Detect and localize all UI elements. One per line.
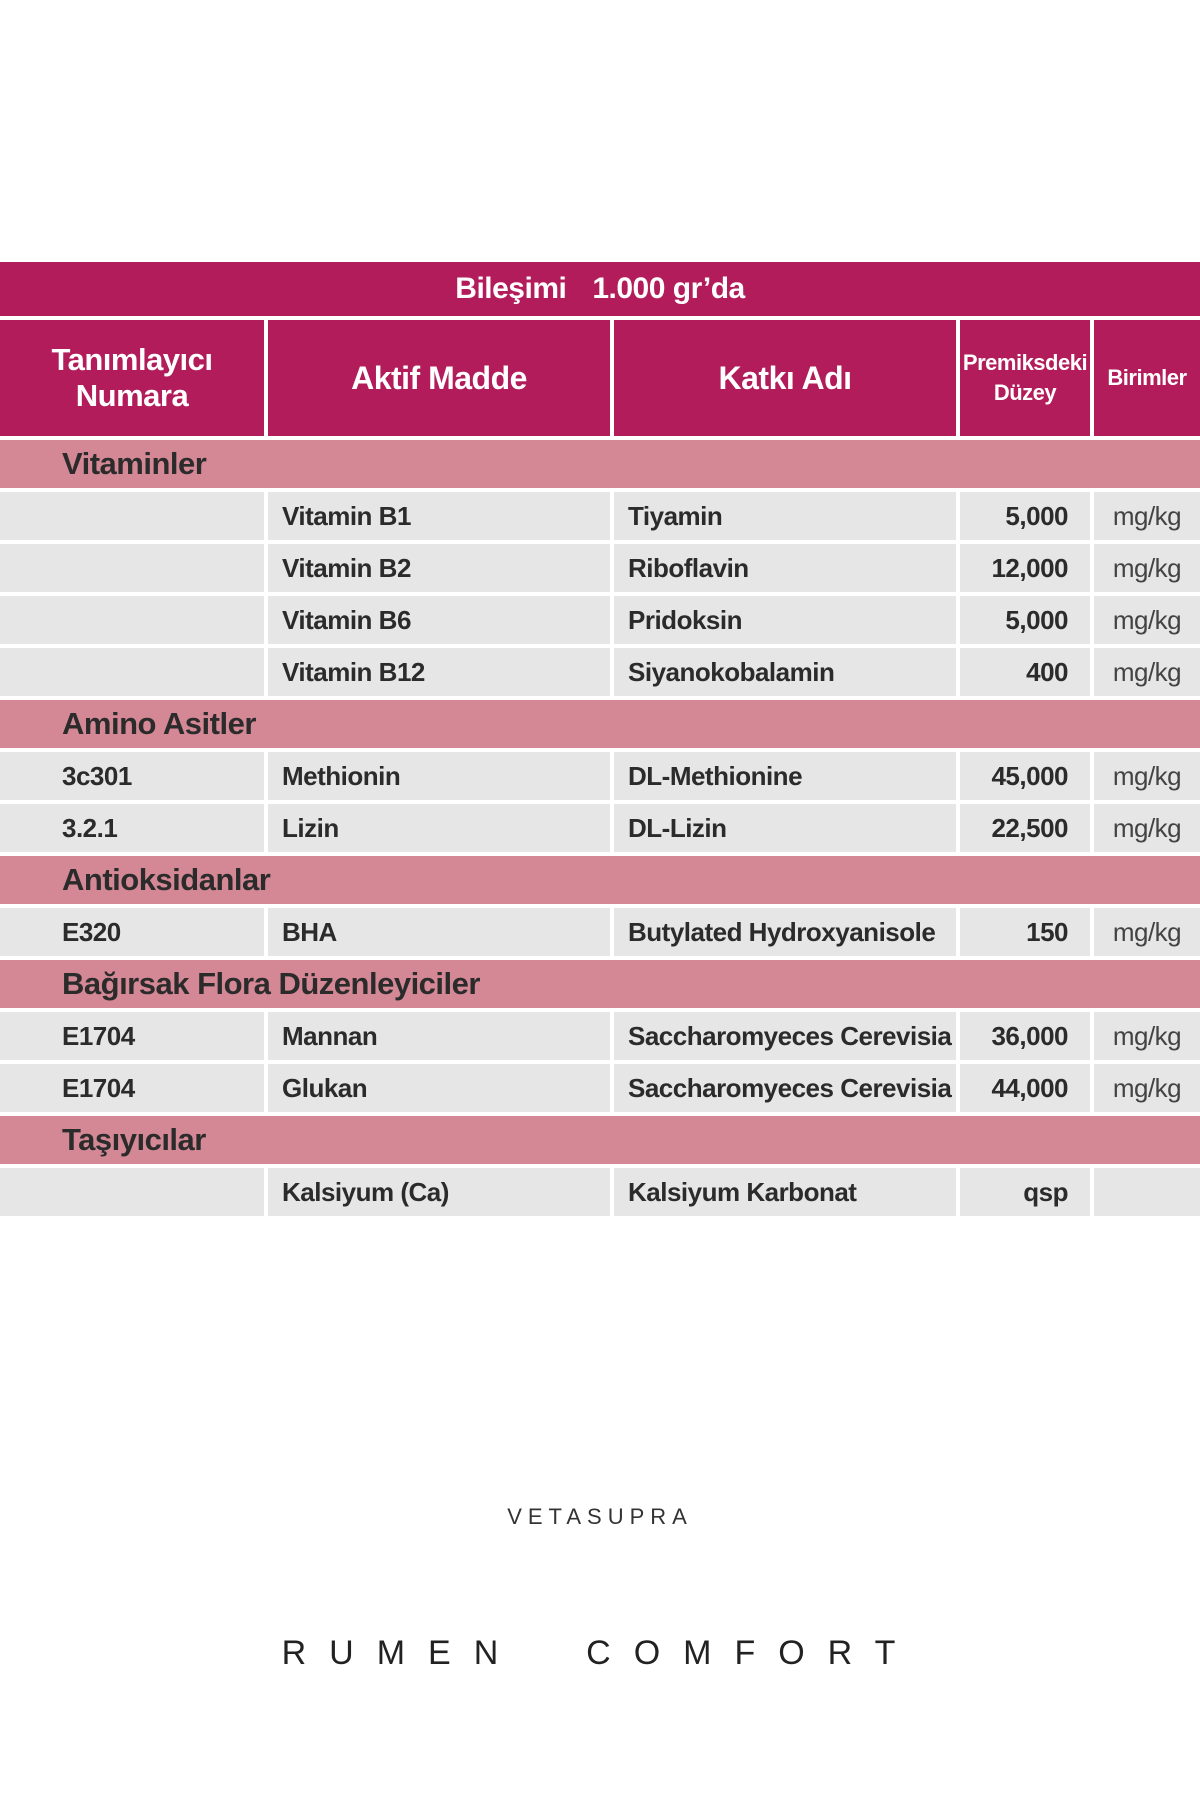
cell-id: E1704	[0, 1064, 268, 1112]
section-header: Vitaminler	[0, 440, 1200, 488]
header-active-label: Aktif Madde	[351, 359, 527, 396]
cell-level: 150	[960, 908, 1094, 956]
cell-id	[0, 492, 268, 540]
table-row: Vitamin B12 Siyanokobalamin 400 mg/kg	[0, 648, 1200, 696]
section-header: Taşıyıcılar	[0, 1116, 1200, 1164]
cell-id	[0, 1168, 268, 1216]
cell-level: 12,000	[960, 544, 1094, 592]
table-row: Vitamin B6 Pridoksin 5,000 mg/kg	[0, 596, 1200, 644]
table-row: Kalsiyum (Ca) Kalsiyum Karbonat qsp	[0, 1168, 1200, 1216]
cell-id: E320	[0, 908, 268, 956]
cell-unit: mg/kg	[1094, 544, 1200, 592]
header-level-line2: Düzey	[993, 380, 1057, 405]
header-units-label: Birimler	[1107, 365, 1187, 390]
cell-active: Vitamin B1	[268, 492, 614, 540]
cell-unit: mg/kg	[1094, 804, 1200, 852]
table-row: E1704 Mannan Saccharomyeces Cerevisia 36,00…	[0, 1012, 1200, 1060]
cell-level: 36,000	[960, 1012, 1094, 1060]
cell-additive: Riboflavin	[614, 544, 960, 592]
cell-active: Methionin	[268, 752, 614, 800]
table-row: E320 BHA Butylated Hydroxyanisole 150 mg/kg	[0, 908, 1200, 956]
cell-active: Vitamin B6	[268, 596, 614, 644]
table-row: 3.2.1 Lizin DL-Lizin 22,500 mg/kg	[0, 804, 1200, 852]
cell-unit: mg/kg	[1094, 752, 1200, 800]
header-additive-label: Katkı Adı	[718, 359, 853, 396]
cell-unit: mg/kg	[1094, 648, 1200, 696]
cell-active: Glukan	[268, 1064, 614, 1112]
cell-id: 3.2.1	[0, 804, 268, 852]
table-row: Vitamin B1 Tiyamin 5,000 mg/kg	[0, 492, 1200, 540]
cell-level: 400	[960, 648, 1094, 696]
cell-id	[0, 596, 268, 644]
cell-active: BHA	[268, 908, 614, 956]
cell-active: Kalsiyum (Ca)	[268, 1168, 614, 1216]
cell-active: Mannan	[268, 1012, 614, 1060]
cell-level: 44,000	[960, 1064, 1094, 1112]
cell-active: Lizin	[268, 804, 614, 852]
cell-unit: mg/kg	[1094, 908, 1200, 956]
table-body: Vitaminler Vitamin B1 Tiyamin 5,000 mg/kg Vit…	[0, 440, 1200, 1216]
cell-active: Vitamin B2	[268, 544, 614, 592]
cell-unit: mg/kg	[1094, 492, 1200, 540]
header-additive: Katkı Adı	[614, 320, 960, 436]
header-level: Premiksdeki Düzey	[960, 320, 1094, 436]
product-name: RUMEN COMFORT	[281, 1634, 919, 1672]
cell-additive: Siyanokobalamin	[614, 648, 960, 696]
cell-id: E1704	[0, 1012, 268, 1060]
header-active: Aktif Madde	[268, 320, 614, 436]
section-header: Amino Asitler	[0, 700, 1200, 748]
cell-unit	[1094, 1168, 1200, 1216]
table-row: E1704 Glukan Saccharomyeces Cerevisia 44,00…	[0, 1064, 1200, 1112]
table-title-left: Bileşimi	[455, 272, 567, 305]
cell-level: qsp	[960, 1168, 1094, 1216]
table-header-row: Tanımlayıcı Numara Aktif Madde Katkı Adı…	[0, 320, 1200, 436]
cell-level: 45,000	[960, 752, 1094, 800]
cell-id: 3c301	[0, 752, 268, 800]
section-header: Antioksidanlar	[0, 856, 1200, 904]
cell-level: 22,500	[960, 804, 1094, 852]
brand-name: VETASUPRA	[507, 1504, 693, 1529]
cell-additive: Saccharomyeces Cerevisia	[614, 1012, 960, 1060]
table-row: Vitamin B2 Riboflavin 12,000 mg/kg	[0, 544, 1200, 592]
cell-unit: mg/kg	[1094, 1064, 1200, 1112]
header-level-line1: Premiksdeki	[962, 350, 1088, 375]
cell-id	[0, 544, 268, 592]
header-id-label: Tanımlayıcı Numara	[51, 342, 213, 413]
cell-unit: mg/kg	[1094, 596, 1200, 644]
cell-additive: Pridoksin	[614, 596, 960, 644]
header-id: Tanımlayıcı Numara	[0, 320, 268, 436]
cell-level: 5,000	[960, 492, 1094, 540]
header-units: Birimler	[1094, 320, 1200, 436]
table-title-right: 1.000 gr’da	[592, 272, 745, 305]
table-row: 3c301 Methionin DL-Methionine 45,000 mg/kg	[0, 752, 1200, 800]
table-title: Bileşimi 1.000 gr’da	[0, 262, 1200, 316]
cell-additive: DL-Methionine	[614, 752, 960, 800]
composition-table: Bileşimi 1.000 gr’da Tanımlayıcı Numara …	[0, 262, 1200, 1216]
cell-additive: Saccharomyeces Cerevisia	[614, 1064, 960, 1112]
cell-additive: Tiyamin	[614, 492, 960, 540]
cell-id	[0, 648, 268, 696]
section-header: Bağırsak Flora Düzenleyiciler	[0, 960, 1200, 1008]
cell-additive: DL-Lizin	[614, 804, 960, 852]
cell-level: 5,000	[960, 596, 1094, 644]
cell-unit: mg/kg	[1094, 1012, 1200, 1060]
cell-active: Vitamin B12	[268, 648, 614, 696]
cell-additive: Kalsiyum Karbonat	[614, 1168, 960, 1216]
cell-additive: Butylated Hydroxyanisole	[614, 908, 960, 956]
